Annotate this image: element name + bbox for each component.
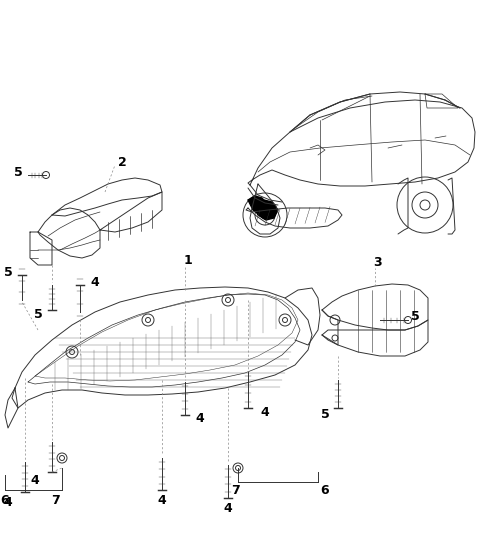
Text: 5: 5 xyxy=(4,266,12,278)
Text: 5: 5 xyxy=(321,408,329,422)
Text: 4: 4 xyxy=(261,406,269,418)
Text: 6: 6 xyxy=(0,494,9,507)
Text: 4: 4 xyxy=(31,473,39,486)
Text: 4: 4 xyxy=(196,412,204,424)
Text: 4: 4 xyxy=(157,494,167,507)
Text: 5: 5 xyxy=(34,309,42,322)
Text: 6: 6 xyxy=(321,484,329,496)
Text: 5: 5 xyxy=(410,311,420,323)
Text: 1: 1 xyxy=(184,254,192,266)
Text: 2: 2 xyxy=(118,155,126,169)
Polygon shape xyxy=(254,200,278,220)
Text: 5: 5 xyxy=(13,165,23,178)
Text: 7: 7 xyxy=(230,484,240,496)
Text: 3: 3 xyxy=(374,256,382,270)
Text: 4: 4 xyxy=(4,496,12,508)
Polygon shape xyxy=(248,196,268,215)
Text: 7: 7 xyxy=(50,494,60,507)
Text: 4: 4 xyxy=(224,501,232,514)
Text: 4: 4 xyxy=(91,276,99,289)
